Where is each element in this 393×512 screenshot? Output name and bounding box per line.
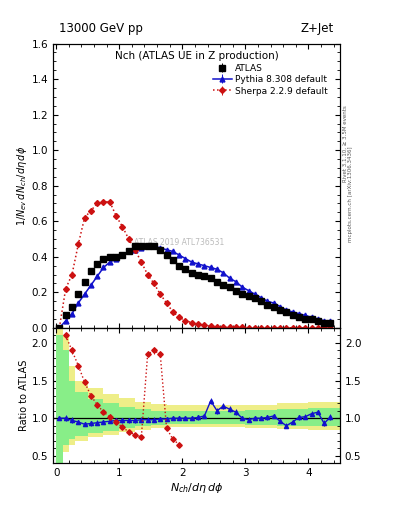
Text: ATLAS 2019 ATL736531: ATLAS 2019 ATL736531 [134,238,224,247]
Text: Z+Jet: Z+Jet [301,22,334,35]
Text: 13000 GeV pp: 13000 GeV pp [59,22,143,35]
Y-axis label: Ratio to ATLAS: Ratio to ATLAS [19,360,29,431]
Text: Rivet 3.1.10, ≥ 3.5M events: Rivet 3.1.10, ≥ 3.5M events [343,105,347,182]
X-axis label: $N_{ch}/d\eta\, d\phi$: $N_{ch}/d\eta\, d\phi$ [170,481,223,495]
Y-axis label: $1/N_{ev}\, dN_{ch}/d\eta\, d\phi$: $1/N_{ev}\, dN_{ch}/d\eta\, d\phi$ [15,145,29,226]
Text: mcplots.cern.ch [arXiv:1306.3436]: mcplots.cern.ch [arXiv:1306.3436] [349,147,353,242]
Text: Nch (ATLAS UE in Z production): Nch (ATLAS UE in Z production) [115,51,278,60]
Legend: ATLAS, Pythia 8.308 default, Sherpa 2.2.9 default: ATLAS, Pythia 8.308 default, Sherpa 2.2.… [212,62,330,97]
